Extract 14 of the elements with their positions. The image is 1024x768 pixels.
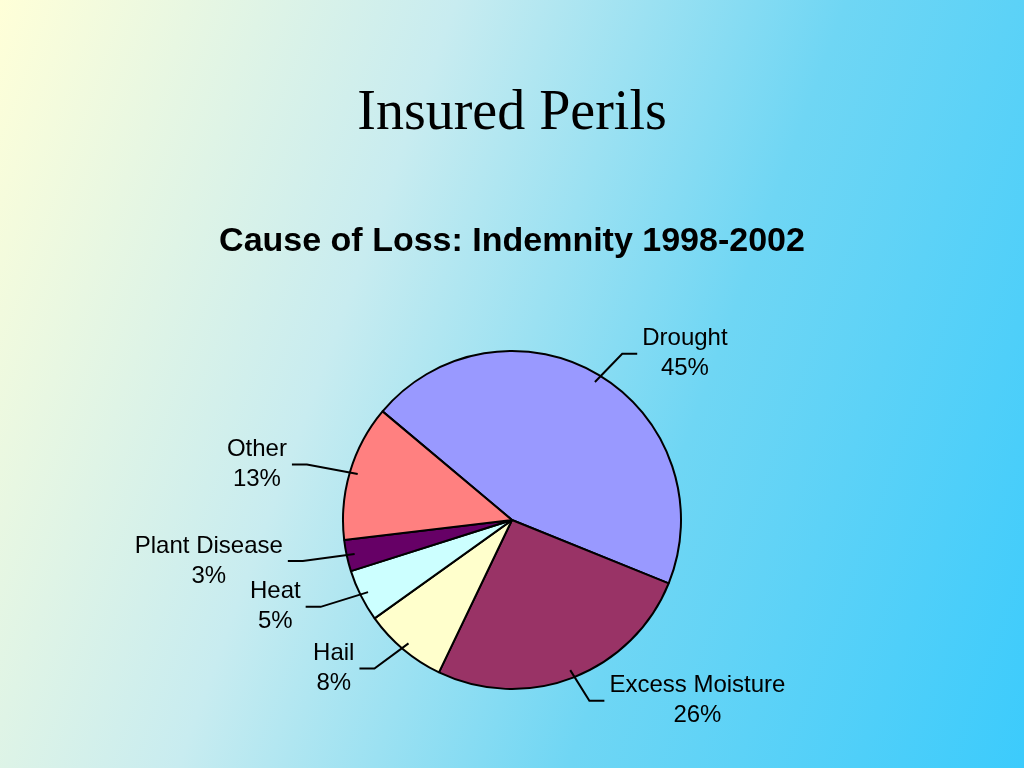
data-label: 8% (316, 668, 352, 696)
data-label: 13% (232, 464, 281, 492)
chart-subtitle: Cause of Loss: Indemnity 1998-2002 (218, 220, 806, 259)
slice-label: Plant Disease (134, 530, 283, 558)
slice-label: Drought (642, 323, 728, 351)
slice-label: Hail (313, 638, 355, 666)
slice-label: Other (226, 434, 287, 462)
data-label: 3% (191, 560, 227, 588)
data-label: 5% (257, 606, 293, 634)
slice-label: Heat (249, 576, 301, 604)
chart-title: Insured Perils (356, 78, 668, 142)
data-label: 26% (673, 700, 722, 728)
slice-label: Excess Moisture (609, 670, 786, 698)
data-label: 45% (660, 353, 709, 381)
